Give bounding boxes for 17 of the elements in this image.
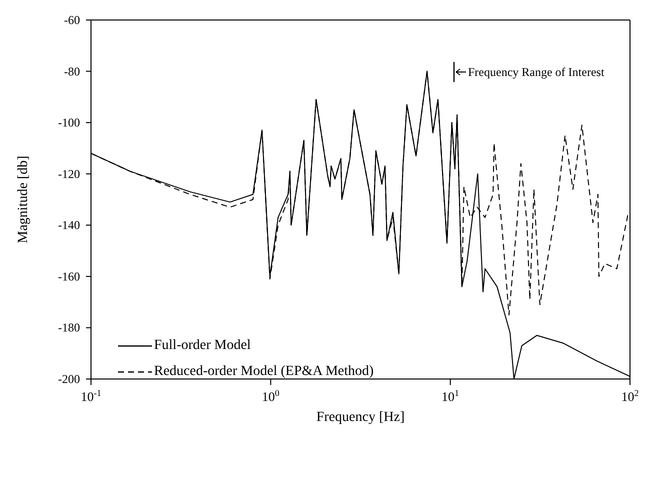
x-axis-title: Frequency [Hz] — [316, 410, 405, 425]
y-axis-title: Magnitude [db] — [16, 156, 31, 244]
y-tick-label: -80 — [64, 64, 80, 78]
y-tick-label: -140 — [58, 218, 80, 232]
legend-label: Full-order Model — [154, 338, 251, 354]
x-tick-label: 10$^{1}$ — [442, 388, 460, 404]
y-tick-label: -180 — [58, 320, 80, 335]
y-tick-label: -60 — [64, 13, 80, 27]
x-tick-label: 10$^{2}$ — [621, 388, 640, 404]
x-tick-label: 10$^{-1}$ — [80, 388, 102, 404]
legend-label: Reduced-order Model (EP&A Method) — [154, 364, 374, 380]
y-tick-label: -100 — [58, 116, 80, 130]
x-tick-label: 10$^{0}$ — [262, 388, 280, 404]
y-tick-label: -160 — [58, 269, 80, 284]
annotation: Frequency Range of Interest — [468, 65, 605, 79]
y-tick-label: -200 — [58, 372, 80, 386]
y-tick-label: -120 — [58, 166, 80, 181]
